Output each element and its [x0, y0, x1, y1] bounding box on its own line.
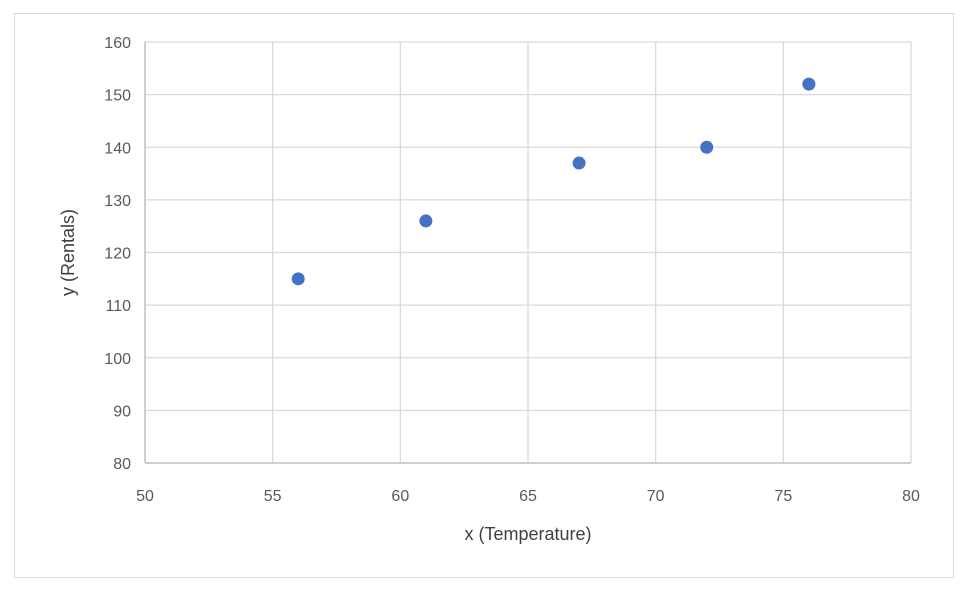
- tick-labels: 80 90 100 110 120 130 140 150 160 50 55 60 65 70 75 80: [104, 35, 920, 505]
- x-axis-title: x (Temperature): [464, 524, 591, 544]
- x-tick-label-3: 65: [519, 488, 537, 505]
- x-tick-label-4: 70: [647, 488, 665, 505]
- y-tick-label-1: 90: [113, 403, 131, 420]
- y-tick-label-4: 120: [104, 246, 131, 263]
- y-tick-label-7: 150: [104, 88, 131, 105]
- x-tick-label-2: 60: [391, 488, 409, 505]
- y-tick-label-5: 130: [104, 193, 131, 210]
- x-tick-label-6: 80: [902, 488, 920, 505]
- x-tick-label-5: 75: [774, 488, 792, 505]
- data-point-0-2: [572, 156, 586, 170]
- y-tick-label-2: 100: [104, 351, 131, 368]
- y-tick-label-8: 160: [104, 35, 131, 52]
- data-point-0-4: [802, 77, 816, 91]
- data-points: [291, 77, 816, 286]
- x-tick-label-1: 55: [264, 488, 282, 505]
- gridlines: [145, 41, 912, 463]
- y-axis-title: y (Rentals): [58, 209, 78, 296]
- axes: [144, 42, 911, 464]
- data-point-0-0: [291, 272, 305, 286]
- y-tick-label-3: 110: [105, 298, 131, 315]
- x-tick-label-0: 50: [136, 488, 154, 505]
- data-point-0-3: [700, 140, 714, 154]
- y-tick-label-6: 140: [104, 140, 131, 157]
- chart-area: [14, 13, 954, 578]
- data-point-0-1: [419, 214, 433, 228]
- y-tick-label-0: 80: [113, 456, 131, 473]
